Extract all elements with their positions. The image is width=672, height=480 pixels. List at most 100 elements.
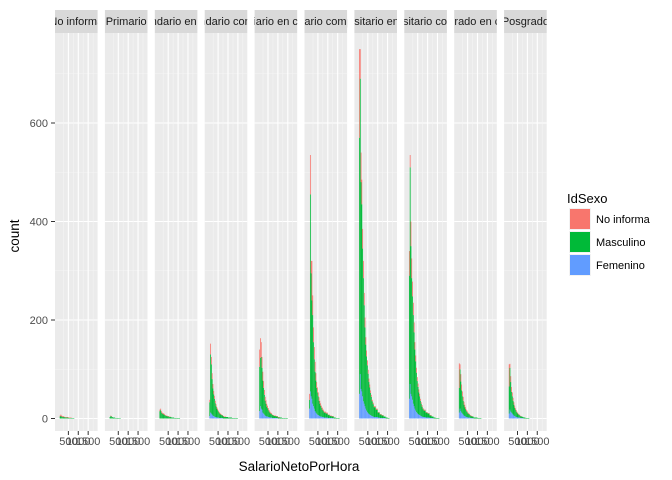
bar-masculino: [420, 403, 422, 417]
y-axis: 0 200 400 600: [30, 118, 55, 426]
x-tick-label: 500: [159, 436, 177, 448]
bar-no-informa: [217, 408, 219, 411]
bar-masculino: [523, 417, 526, 419]
bar-femenino: [412, 399, 413, 419]
bar-femenino: [217, 417, 219, 419]
bar-masculino: [366, 365, 368, 413]
bar-masculino: [421, 406, 423, 417]
bar-no-informa: [209, 399, 211, 403]
bar-no-informa: [366, 360, 368, 366]
bar-femenino: [360, 388, 362, 419]
bar-femenino: [269, 417, 271, 419]
bar-masculino: [261, 367, 263, 410]
bar-masculino: [62, 417, 64, 419]
bar-masculino: [522, 417, 524, 419]
bar-masculino: [272, 415, 274, 419]
panel-background: [55, 33, 98, 431]
legend-label: Femenino: [596, 260, 645, 272]
bar-no-informa: [412, 302, 414, 316]
bar-femenino: [509, 409, 511, 419]
x-tick-label: 500: [458, 436, 476, 448]
bar-no-informa: [315, 373, 317, 381]
bar-masculino: [510, 382, 512, 412]
bar-masculino: [367, 373, 369, 414]
bar-no-informa: [161, 412, 163, 414]
bar-no-informa: [270, 412, 272, 414]
bar-masculino: [169, 417, 171, 419]
facet-strip-label: Universitario completo: [371, 16, 480, 28]
bar-masculino: [66, 417, 68, 419]
x-tick-label: 500: [508, 436, 526, 448]
facet-strip: [154, 10, 198, 33]
bar-femenino: [460, 411, 462, 419]
bar-no-informa: [467, 412, 469, 414]
bar-masculino: [166, 416, 168, 419]
bar-masculino: [333, 417, 336, 419]
bar-masculino: [518, 414, 520, 418]
bar-no-informa: [321, 405, 322, 408]
bar-masculino: [214, 403, 216, 418]
bar-no-informa: [360, 152, 362, 183]
bar-no-informa: [312, 295, 314, 316]
bar-masculino: [273, 416, 276, 419]
bar-masculino: [514, 407, 516, 417]
bar-femenino: [416, 412, 417, 419]
bar-femenino: [464, 416, 466, 419]
bar-no-informa: [313, 327, 314, 343]
bar-no-informa: [218, 410, 219, 412]
bar-masculino: [383, 416, 386, 419]
bar-femenino: [422, 417, 424, 419]
bar-masculino: [361, 204, 363, 392]
bar-masculino: [65, 417, 67, 419]
bar-masculino: [160, 410, 162, 419]
bar-masculino: [458, 387, 460, 413]
bar-no-informa: [160, 408, 162, 411]
y-tick-label: 600: [30, 118, 48, 130]
bar-masculino: [427, 413, 430, 418]
legend-title: IdSexo: [567, 191, 607, 206]
x-tick-label: 1000: [66, 436, 90, 448]
bar-masculino: [433, 417, 436, 419]
facet-strip-label: Secundario completo: [174, 16, 277, 28]
bar-masculino: [470, 416, 472, 419]
bar-femenino: [312, 403, 314, 419]
bar-no-informa: [317, 387, 318, 393]
bar-femenino: [420, 415, 421, 419]
bar-masculino: [416, 372, 417, 413]
bar-femenino: [261, 409, 263, 419]
bar-femenino: [413, 406, 415, 419]
bar-masculino: [413, 332, 415, 407]
bar-femenino: [263, 413, 265, 419]
bar-no-informa: [423, 409, 426, 411]
bar-no-informa: [210, 356, 212, 365]
bar-femenino: [210, 412, 211, 419]
bar-no-informa: [218, 412, 220, 414]
y-tick-label: 400: [30, 217, 48, 229]
bar-femenino: [309, 408, 310, 419]
bar-femenino: [364, 406, 366, 419]
bar-no-informa: [60, 414, 62, 417]
bar-no-informa: [373, 406, 376, 408]
bar-femenino: [416, 413, 418, 419]
bar-femenino: [371, 416, 373, 419]
bar-masculino: [411, 278, 413, 397]
bar-masculino: [420, 400, 421, 416]
bar-no-informa: [420, 402, 422, 404]
bar-masculino: [114, 417, 116, 419]
bar-masculino: [159, 411, 161, 419]
x-tick-label: 500: [259, 436, 277, 448]
bar-no-informa: [362, 228, 364, 249]
bar-femenino: [271, 417, 272, 419]
bar-masculino: [464, 407, 466, 417]
bar-masculino: [468, 414, 470, 418]
facet-strip-label: Secundario en curso: [126, 16, 227, 28]
facet-strip-label: Terciario en curso: [232, 16, 319, 28]
bar-femenino: [418, 414, 420, 419]
legend-label: No informa: [596, 214, 651, 226]
bar-femenino: [215, 417, 217, 419]
bar-masculino: [270, 413, 272, 418]
bar-femenino: [317, 415, 319, 419]
bar-masculino: [363, 278, 364, 402]
bar-masculino: [311, 300, 313, 399]
